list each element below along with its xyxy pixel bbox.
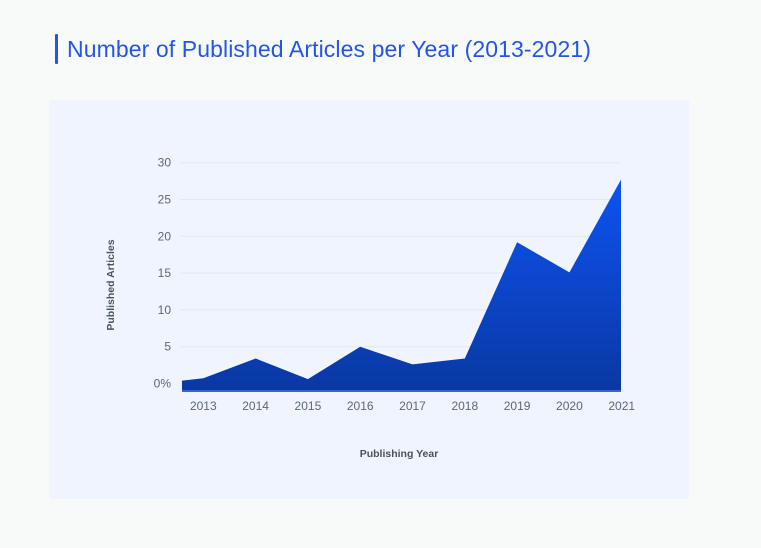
y-tick-label: 5 <box>164 340 171 354</box>
x-axis-title: Publishing Year <box>360 448 439 460</box>
x-tick-label: 2021 <box>608 399 635 413</box>
x-tick-label: 2018 <box>451 399 478 413</box>
y-tick-label: 25 <box>158 193 172 207</box>
x-tick-label: 2020 <box>556 399 583 413</box>
y-tick-label: 15 <box>158 266 172 280</box>
x-axis-line <box>182 390 621 392</box>
x-tick-label: 2017 <box>399 399 426 413</box>
x-tick-label: 2016 <box>347 399 374 413</box>
x-tick-label: 2014 <box>242 399 269 413</box>
page-title: Number of Published Articles per Year (2… <box>67 35 591 62</box>
page-header: Number of Published Articles per Year (2… <box>55 34 591 64</box>
published-articles-area-series <box>182 179 621 392</box>
area-chart: 0% 5 10 15 20 25 30 2013 2014 2015 2016 2017 2018 201… <box>105 156 635 460</box>
chart-card: 0% 5 10 15 20 25 30 2013 2014 2015 2016 2017 2018 201… <box>49 100 689 499</box>
y-axis-title: Published Articles <box>105 239 117 330</box>
y-tick-label: 0% <box>154 377 172 391</box>
x-tick-label: 2019 <box>504 399 531 413</box>
x-tick-label: 2015 <box>295 399 322 413</box>
y-tick-label: 20 <box>158 229 172 243</box>
y-tick-label: 30 <box>158 156 172 170</box>
x-tick-label: 2013 <box>190 399 217 413</box>
y-tick-label: 10 <box>158 303 172 317</box>
title-accent-bar <box>55 34 58 64</box>
